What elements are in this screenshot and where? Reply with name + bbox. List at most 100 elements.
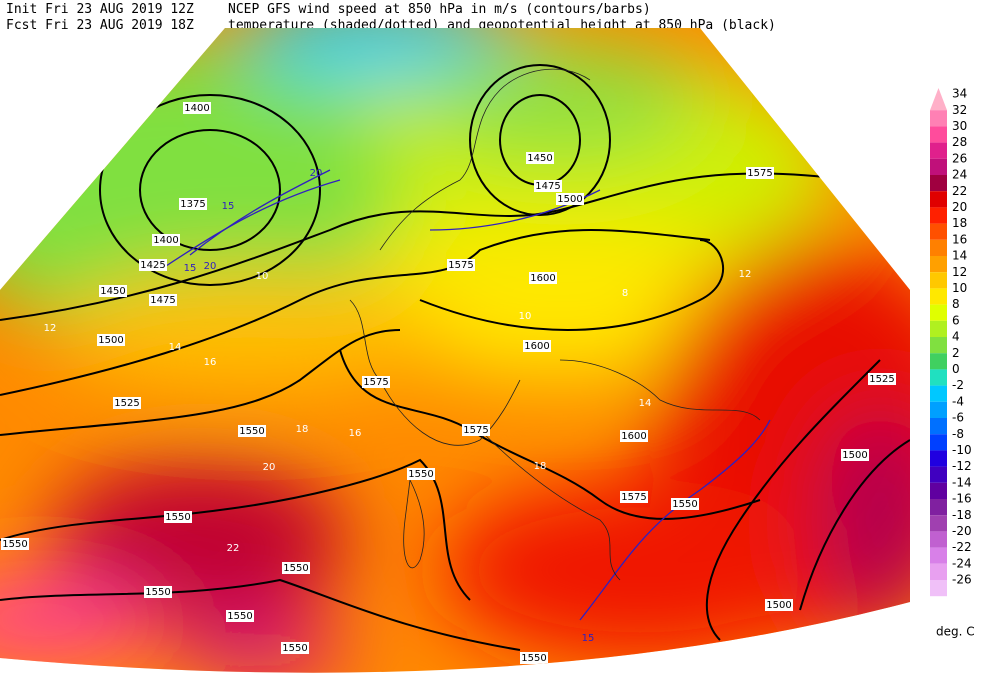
legend-label: -22 bbox=[952, 540, 972, 554]
legend-swatch bbox=[930, 175, 947, 192]
label-bg bbox=[520, 652, 548, 664]
legend-swatch bbox=[930, 88, 947, 111]
label-bg bbox=[526, 152, 554, 164]
legend-swatch bbox=[930, 482, 947, 499]
height-label: 1550 bbox=[2, 539, 27, 550]
legend-swatch bbox=[930, 369, 947, 386]
legend-swatch bbox=[930, 320, 947, 337]
label-bg bbox=[841, 449, 869, 461]
legend-label: -2 bbox=[952, 378, 964, 392]
height-label: 1450 bbox=[527, 153, 552, 164]
temperature-label: 20 bbox=[263, 462, 276, 473]
temperature-label: 10 bbox=[256, 271, 269, 282]
wind-label: 20 bbox=[310, 168, 323, 179]
label-bg bbox=[144, 586, 172, 598]
legend-swatch bbox=[930, 272, 947, 289]
label-bg bbox=[282, 562, 310, 574]
label-bg bbox=[462, 424, 490, 436]
legend-swatch bbox=[930, 450, 947, 467]
legend-swatch bbox=[930, 304, 947, 321]
label-bg bbox=[868, 373, 896, 385]
height-label: 1575 bbox=[463, 425, 488, 436]
label-bg bbox=[97, 334, 125, 346]
height-label: 1550 bbox=[282, 643, 307, 654]
legend-label: 0 bbox=[952, 362, 960, 376]
height-label: 1550 bbox=[165, 512, 190, 523]
legend-swatch bbox=[930, 353, 947, 370]
wind-label: 15 bbox=[582, 633, 595, 644]
legend-swatch bbox=[930, 288, 947, 305]
label-bg bbox=[620, 430, 648, 442]
legend-label: -18 bbox=[952, 508, 972, 522]
legend-label: -20 bbox=[952, 524, 972, 538]
legend-label: -8 bbox=[952, 427, 964, 441]
legend-swatch bbox=[930, 466, 947, 483]
label-bg bbox=[238, 425, 266, 437]
legend-unit: deg. C bbox=[936, 625, 975, 639]
height-label: 1500 bbox=[98, 335, 123, 346]
temperature-label: 16 bbox=[204, 357, 217, 368]
legend-label: -12 bbox=[952, 459, 972, 473]
height-label: 1550 bbox=[672, 499, 697, 510]
legend-label: 22 bbox=[952, 184, 967, 198]
height-label: 1525 bbox=[114, 398, 139, 409]
legend-swatch bbox=[930, 223, 947, 240]
legend-label: 10 bbox=[952, 281, 967, 295]
label-bg bbox=[746, 167, 774, 179]
label-bg bbox=[529, 272, 557, 284]
height-label: 1375 bbox=[180, 199, 205, 210]
legend-label: 20 bbox=[952, 200, 967, 214]
legend-label: -6 bbox=[952, 411, 964, 425]
legend-label: 12 bbox=[952, 265, 967, 279]
legend-label: 16 bbox=[952, 232, 967, 246]
legend-label: -14 bbox=[952, 475, 972, 489]
height-label: 1450 bbox=[100, 286, 125, 297]
temperature-label: 18 bbox=[296, 424, 309, 435]
legend-swatch bbox=[930, 499, 947, 516]
label-bg bbox=[152, 234, 180, 246]
height-label: 1575 bbox=[363, 377, 388, 388]
label-bg bbox=[765, 599, 793, 611]
label-bg bbox=[671, 498, 699, 510]
height-label: 1575 bbox=[621, 492, 646, 503]
height-label: 1525 bbox=[869, 374, 894, 385]
label-bg bbox=[362, 376, 390, 388]
label-bg bbox=[281, 642, 309, 654]
legend-swatch bbox=[930, 110, 947, 127]
legend-swatch bbox=[930, 337, 947, 354]
label-bg bbox=[139, 259, 167, 271]
label-bg bbox=[149, 294, 177, 306]
label-bg bbox=[534, 180, 562, 192]
height-label: 1550 bbox=[521, 653, 546, 664]
height-label: 1600 bbox=[524, 341, 549, 352]
height-label: 1500 bbox=[557, 194, 582, 205]
height-label: 1475 bbox=[150, 295, 175, 306]
legend-swatch bbox=[930, 580, 947, 597]
label-bg bbox=[179, 198, 207, 210]
label-bg bbox=[523, 340, 551, 352]
label-bg bbox=[620, 491, 648, 503]
height-label: 1500 bbox=[766, 600, 791, 611]
height-label: 1550 bbox=[239, 426, 264, 437]
temperature-label: 8 bbox=[622, 288, 628, 299]
legend-label: 8 bbox=[952, 297, 960, 311]
legend-label: -24 bbox=[952, 556, 972, 570]
legend-swatch bbox=[930, 191, 947, 208]
height-label: 1550 bbox=[227, 611, 252, 622]
height-label: 1600 bbox=[530, 273, 555, 284]
legend-swatch bbox=[930, 207, 947, 224]
label-bg bbox=[183, 102, 211, 114]
label-bg bbox=[1, 538, 29, 550]
legend-label: 32 bbox=[952, 103, 967, 117]
label-bg bbox=[447, 259, 475, 271]
legend-label: -16 bbox=[952, 492, 972, 506]
legend-swatch bbox=[930, 239, 947, 256]
height-label: 1400 bbox=[184, 103, 209, 114]
height-label: 1500 bbox=[842, 450, 867, 461]
init-time: Init Fri 23 AUG 2019 12Z bbox=[6, 2, 194, 17]
temperature-label: 22 bbox=[227, 543, 240, 554]
legend-swatch bbox=[930, 256, 947, 273]
